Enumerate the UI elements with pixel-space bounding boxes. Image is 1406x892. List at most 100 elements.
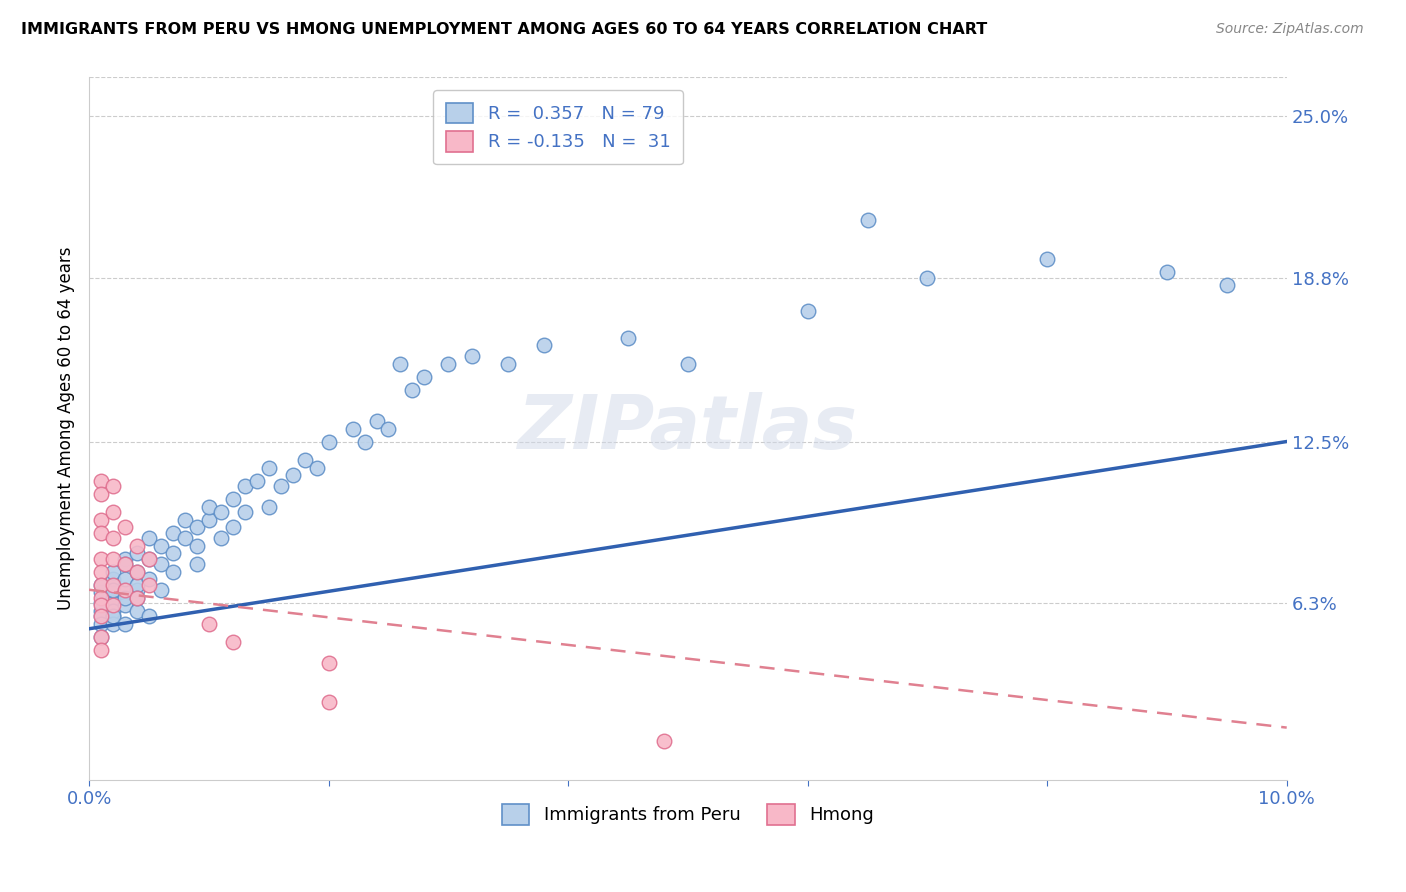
Point [209, 531, 232, 545]
Point [125, 539, 148, 553]
Point [162, 565, 184, 579]
Point [101, 582, 124, 597]
Point [90, 603, 112, 617]
Point [101, 591, 124, 605]
Point [1216, 278, 1239, 293]
Point [90, 486, 112, 500]
Point [294, 452, 316, 467]
Point [496, 357, 519, 371]
Point [1036, 252, 1059, 267]
Point [222, 634, 245, 648]
Point [138, 608, 160, 623]
Point [173, 512, 195, 526]
Point [652, 733, 675, 747]
Point [125, 577, 148, 591]
Point [101, 608, 124, 623]
Point [125, 565, 148, 579]
Point [149, 539, 172, 553]
Point [114, 599, 136, 613]
Point [125, 591, 148, 605]
Point [281, 468, 304, 483]
Point [676, 357, 699, 371]
Point [90, 608, 112, 623]
Point [125, 582, 148, 597]
Point [318, 656, 340, 670]
Point [222, 520, 245, 534]
Point [305, 460, 328, 475]
Point [233, 479, 256, 493]
Y-axis label: Unemployment Among Ages 60 to 64 years: Unemployment Among Ages 60 to 64 years [58, 247, 75, 610]
Point [162, 525, 184, 540]
Point [246, 474, 269, 488]
Point [186, 520, 208, 534]
Point [617, 330, 640, 344]
Point [90, 591, 112, 605]
Point [101, 599, 124, 613]
Point [101, 479, 124, 493]
Point [461, 349, 484, 363]
Legend: Immigrants from Peru, Hmong: Immigrants from Peru, Hmong [494, 795, 883, 834]
Point [437, 357, 460, 371]
Point [114, 616, 136, 631]
Point [90, 599, 112, 613]
Point [90, 608, 112, 623]
Point [114, 557, 136, 571]
Point [138, 573, 160, 587]
Point [101, 551, 124, 566]
Point [389, 357, 412, 371]
Point [318, 434, 340, 449]
Point [353, 434, 375, 449]
Point [198, 500, 221, 514]
Point [114, 573, 136, 587]
Point [270, 479, 292, 493]
Point [125, 546, 148, 560]
Point [138, 531, 160, 545]
Point [114, 520, 136, 534]
Point [90, 474, 112, 488]
Point [796, 304, 818, 318]
Point [149, 557, 172, 571]
Point [101, 577, 124, 591]
Point [233, 505, 256, 519]
Point [114, 591, 136, 605]
Point [125, 565, 148, 579]
Point [377, 421, 399, 435]
Point [101, 616, 124, 631]
Point [101, 603, 124, 617]
Point [138, 551, 160, 566]
Point [101, 573, 124, 587]
Point [401, 383, 423, 397]
Text: Source: ZipAtlas.com: Source: ZipAtlas.com [1216, 22, 1364, 37]
Point [114, 582, 136, 597]
Point [101, 565, 124, 579]
Point [222, 491, 245, 506]
Point [138, 577, 160, 591]
Point [114, 582, 136, 597]
Point [198, 616, 221, 631]
Point [1156, 265, 1178, 279]
Point [90, 565, 112, 579]
Point [114, 551, 136, 566]
Point [90, 630, 112, 644]
Point [173, 531, 195, 545]
Point [90, 616, 112, 631]
Point [198, 512, 221, 526]
Text: IMMIGRANTS FROM PERU VS HMONG UNEMPLOYMENT AMONG AGES 60 TO 64 YEARS CORRELATION: IMMIGRANTS FROM PERU VS HMONG UNEMPLOYME… [21, 22, 987, 37]
Point [856, 213, 879, 227]
Point [162, 546, 184, 560]
Point [257, 500, 280, 514]
Point [342, 421, 364, 435]
Point [90, 596, 112, 610]
Point [533, 338, 555, 352]
Point [917, 270, 939, 285]
Point [90, 577, 112, 591]
Point [90, 577, 112, 591]
Point [101, 505, 124, 519]
Point [90, 630, 112, 644]
Point [209, 505, 232, 519]
Point [114, 557, 136, 571]
Point [318, 695, 340, 709]
Point [90, 512, 112, 526]
Point [90, 525, 112, 540]
Point [101, 608, 124, 623]
